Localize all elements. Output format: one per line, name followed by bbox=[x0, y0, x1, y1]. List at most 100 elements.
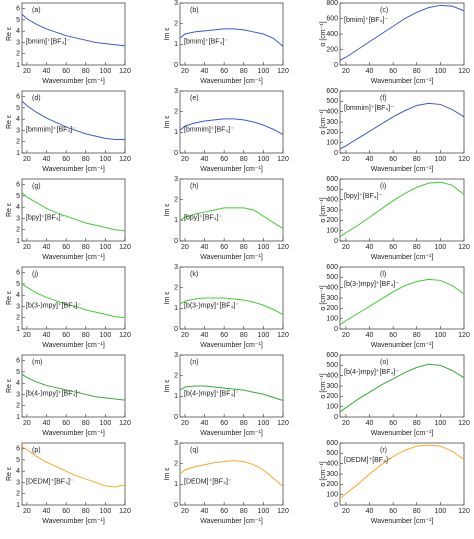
y-tick-label: 4 bbox=[16, 380, 20, 387]
y-tick-label: 0 bbox=[174, 150, 178, 157]
x-tick-label: 60 bbox=[62, 332, 70, 339]
y-tick-label: 6 bbox=[16, 5, 20, 12]
x-tick-label: 20 bbox=[342, 332, 350, 339]
y-tick-label: 5 bbox=[16, 369, 20, 376]
x-tick-label: 40 bbox=[366, 68, 374, 75]
y-tick-label: 0 bbox=[334, 502, 338, 509]
compound-label: [bmmim]⁺[BF₄]⁻ bbox=[26, 126, 76, 133]
y-tick-label: 2 bbox=[16, 403, 20, 410]
x-tick-label: 120 bbox=[277, 332, 289, 339]
x-tick-label: 100 bbox=[435, 332, 447, 339]
y-tick-label: 100 bbox=[326, 316, 338, 323]
y-tick-label: 1 bbox=[16, 62, 20, 69]
x-tick-label: 60 bbox=[389, 244, 397, 251]
x-tick-label: 80 bbox=[240, 508, 248, 515]
y-tick-label: 5 bbox=[16, 105, 20, 112]
data-line bbox=[339, 102, 465, 150]
x-tick-label: 100 bbox=[258, 420, 270, 427]
x-tick-label: 40 bbox=[366, 332, 374, 339]
x-axis-label: Wavenumber [cm⁻¹] bbox=[200, 342, 263, 349]
y-axis-label: Re ε bbox=[6, 203, 13, 217]
y-axis-label: α [cm⁻¹] bbox=[320, 461, 327, 486]
x-tick-label: 80 bbox=[413, 68, 421, 75]
y-tick-label: 600 bbox=[326, 352, 338, 359]
y-tick-label: 500 bbox=[326, 186, 338, 193]
x-tick-label: 80 bbox=[413, 244, 421, 251]
x-tick-label: 100 bbox=[435, 508, 447, 515]
x-tick-label: 100 bbox=[100, 508, 112, 515]
y-tick-label: 0 bbox=[174, 238, 178, 245]
x-tick-label: 20 bbox=[181, 420, 189, 427]
data-line bbox=[339, 444, 465, 500]
y-tick-label: 5 bbox=[16, 457, 20, 464]
compound-label: [b(4-)mpy]⁺[BF₄]⁻ bbox=[344, 369, 399, 376]
y-tick-label: 2 bbox=[16, 491, 20, 498]
y-tick-label: 3 bbox=[16, 479, 20, 486]
x-tick-label: 120 bbox=[458, 156, 470, 163]
y-tick-label: 400 bbox=[326, 197, 338, 204]
x-tick-label: 20 bbox=[181, 68, 189, 75]
x-tick-label: 120 bbox=[277, 156, 289, 163]
x-axis-label: Wavenumber [cm⁻¹] bbox=[42, 254, 105, 261]
compound-label: [bmmim]⁺[BF₄]⁻ bbox=[184, 126, 234, 133]
y-axis-label: Re ε bbox=[6, 115, 13, 129]
panel-label: (q) bbox=[190, 447, 199, 454]
x-tick-label: 40 bbox=[43, 420, 51, 427]
x-tick-label: 40 bbox=[43, 508, 51, 515]
y-axis-label: Im ε bbox=[164, 292, 171, 305]
x-tick-label: 60 bbox=[220, 508, 228, 515]
y-tick-label: 2 bbox=[174, 197, 178, 204]
y-tick-label: 1 bbox=[174, 129, 178, 136]
y-tick-label: 3 bbox=[174, 440, 178, 447]
y-axis-label: Re ε bbox=[6, 467, 13, 481]
plot-frame bbox=[339, 178, 465, 242]
x-axis-label: Wavenumber [cm⁻¹] bbox=[42, 430, 105, 437]
y-tick-label: 3 bbox=[174, 88, 178, 95]
x-tick-label: 100 bbox=[258, 508, 270, 515]
x-tick-label: 40 bbox=[201, 508, 209, 515]
y-tick-label: 600 bbox=[326, 440, 338, 447]
y-tick-label: 3 bbox=[174, 176, 178, 183]
compound-label: [bmim]⁺[BF₄]⁻ bbox=[184, 38, 228, 45]
x-axis-label: Wavenumber [cm⁻¹] bbox=[200, 430, 263, 437]
data-line bbox=[21, 373, 126, 401]
x-tick-label: 80 bbox=[82, 420, 90, 427]
x-tick-label: 60 bbox=[389, 68, 397, 75]
x-tick-label: 100 bbox=[100, 420, 112, 427]
y-tick-label: 1 bbox=[174, 481, 178, 488]
panel-label: (g) bbox=[32, 183, 41, 190]
data-line bbox=[179, 460, 284, 487]
x-tick-label: 20 bbox=[23, 244, 31, 251]
y-tick-label: 1 bbox=[16, 238, 20, 245]
x-tick-label: 100 bbox=[100, 332, 112, 339]
data-line bbox=[21, 192, 126, 232]
y-tick-label: 0 bbox=[174, 326, 178, 333]
compound-label: [b(3-)mpy]⁺[BF₄]⁻ bbox=[184, 302, 239, 309]
y-tick-label: 600 bbox=[326, 264, 338, 271]
y-axis-label: Re ε bbox=[6, 379, 13, 393]
y-tick-label: 2 bbox=[16, 51, 20, 58]
y-tick-label: 200 bbox=[326, 393, 338, 400]
y-tick-label: 4 bbox=[16, 468, 20, 475]
data-line bbox=[21, 283, 126, 319]
x-tick-label: 80 bbox=[240, 68, 248, 75]
data-line bbox=[339, 363, 465, 413]
data-line bbox=[179, 207, 284, 230]
x-tick-label: 40 bbox=[366, 244, 374, 251]
y-tick-label: 100 bbox=[326, 140, 338, 147]
x-tick-label: 120 bbox=[277, 508, 289, 515]
x-tick-label: 60 bbox=[389, 156, 397, 163]
plot-frame bbox=[179, 90, 284, 154]
x-tick-label: 20 bbox=[342, 156, 350, 163]
plot-frame bbox=[179, 354, 284, 418]
y-tick-label: 4 bbox=[16, 204, 20, 211]
y-tick-label: 3 bbox=[16, 215, 20, 222]
x-tick-label: 20 bbox=[23, 332, 31, 339]
x-tick-label: 80 bbox=[240, 156, 248, 163]
x-tick-label: 40 bbox=[366, 508, 374, 515]
y-axis-label: Im ε bbox=[164, 28, 171, 41]
data-line bbox=[21, 100, 125, 140]
x-axis-label: Wavenumber [cm⁻¹] bbox=[42, 78, 105, 85]
y-tick-label: 1 bbox=[16, 326, 20, 333]
plot-frame bbox=[21, 442, 126, 506]
